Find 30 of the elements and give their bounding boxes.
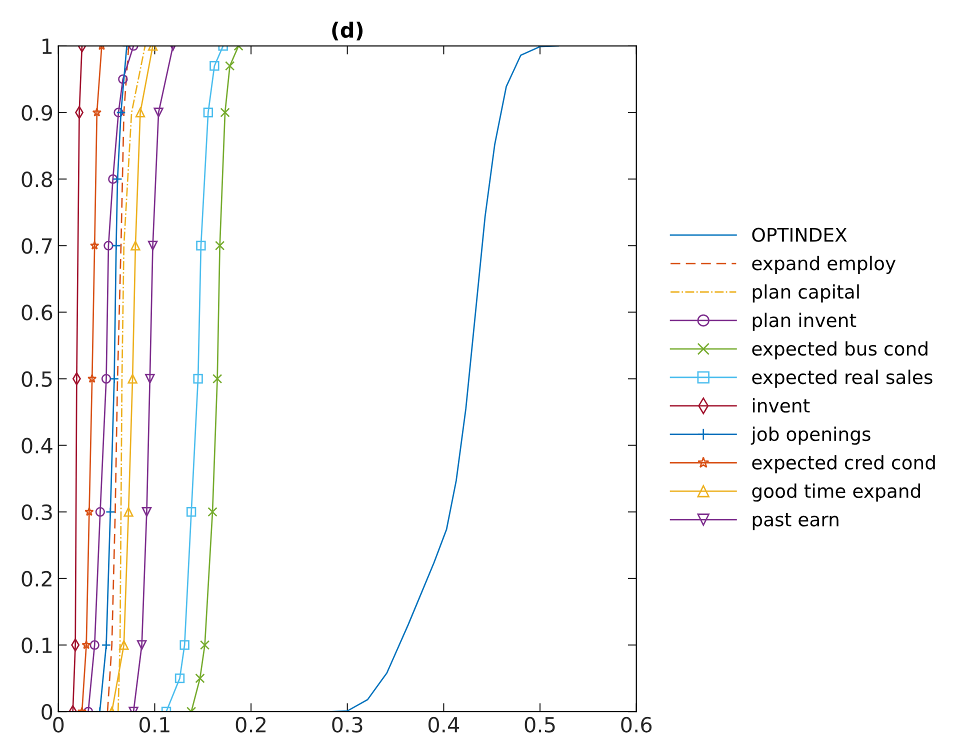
- y-tick-label: 0.9: [22, 104, 52, 121]
- x-tick-label: 0.3: [332, 716, 362, 733]
- legend-label: good time expand: [752, 484, 920, 502]
- x-tick-label: 0.5: [524, 716, 555, 733]
- y-tick-label: 0.1: [22, 637, 52, 654]
- legend-label: plan capital: [752, 284, 859, 302]
- legend-label: job openings: [750, 426, 870, 445]
- y-tick-label: 0.4: [22, 438, 52, 454]
- y-tick-label: 0.7: [22, 238, 52, 254]
- legend-label: plan invent: [752, 312, 856, 331]
- legend-label: expand employ: [752, 256, 896, 274]
- y-tick-label: 0.6: [22, 304, 52, 320]
- legend-label: OPTINDEX: [752, 228, 847, 242]
- chart-title: (d): [332, 22, 363, 40]
- legend-label: past earn: [752, 513, 838, 530]
- legend-label: expected bus cond: [752, 341, 928, 360]
- legend-label: expected real sales: [752, 370, 932, 388]
- legend-label: expected cred cond: [752, 455, 935, 474]
- legend-label: invent: [752, 398, 810, 413]
- x-tick-label: 0.2: [236, 716, 266, 733]
- y-tick-label: 0.5: [22, 371, 52, 387]
- y-tick-label: 0.8: [22, 172, 52, 188]
- y-tick-label: 0.3: [22, 504, 52, 520]
- y-tick-label: 1: [42, 38, 52, 54]
- y-tick-label: 0: [42, 704, 52, 720]
- x-tick-label: 0: [53, 716, 64, 733]
- y-tick-label: 0.2: [22, 570, 52, 587]
- x-tick-label: 0.6: [621, 716, 652, 733]
- x-tick-label: 0.1: [140, 716, 170, 733]
- x-tick-label: 0.4: [428, 716, 460, 733]
